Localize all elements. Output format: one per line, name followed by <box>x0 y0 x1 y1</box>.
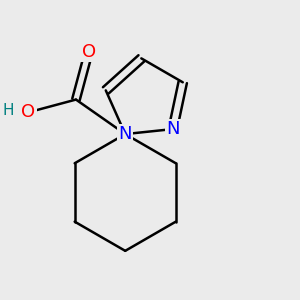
Text: O: O <box>82 43 96 61</box>
Text: O: O <box>21 103 35 122</box>
Text: H: H <box>3 103 14 118</box>
Text: N: N <box>166 120 180 138</box>
Text: N: N <box>118 125 132 143</box>
